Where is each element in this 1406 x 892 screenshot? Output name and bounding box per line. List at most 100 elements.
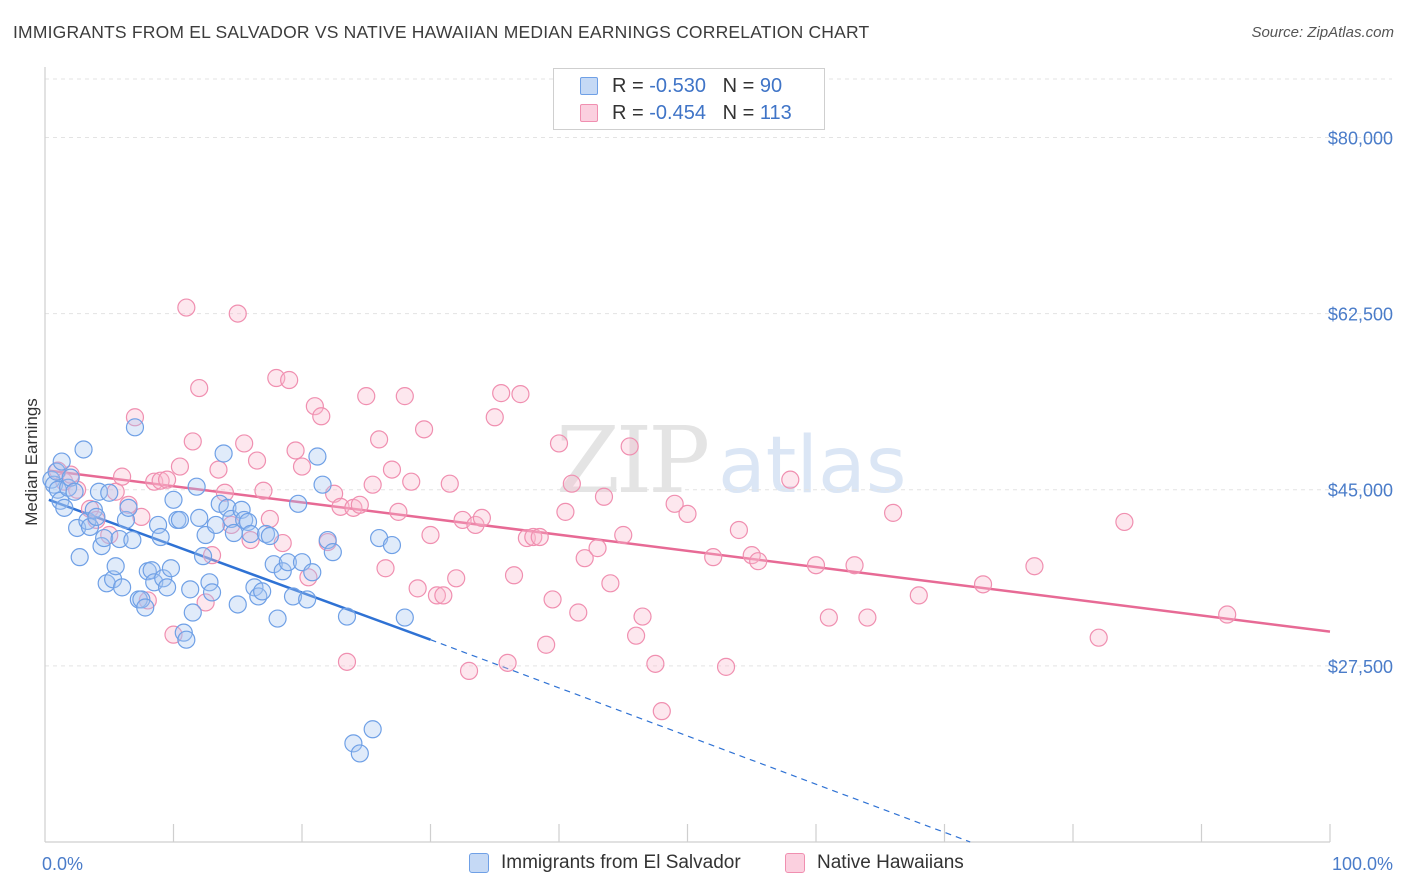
- series-label-native-hawaiians: Native Hawaiians: [817, 852, 964, 873]
- point-el-salvador: [183, 603, 202, 622]
- point-native-hawaiian: [749, 552, 768, 571]
- point-el-salvador: [174, 623, 193, 642]
- point-native-hawaiian: [357, 387, 376, 406]
- point-native-hawaiian: [209, 460, 228, 479]
- point-el-salvador: [218, 498, 237, 517]
- point-el-salvador: [61, 468, 80, 487]
- point-native-hawaiian: [370, 430, 389, 449]
- point-native-hawaiian: [183, 432, 202, 451]
- point-el-salvador: [84, 500, 103, 519]
- point-native-hawaiian: [466, 515, 485, 535]
- y-tick-label: $27,500: [1328, 657, 1393, 677]
- point-native-hawaiian: [845, 556, 864, 575]
- point-el-salvador: [278, 553, 297, 572]
- point-native-hawaiian: [549, 434, 569, 453]
- point-native-hawaiian: [530, 527, 549, 547]
- y-tick-label: $80,000: [1328, 128, 1393, 148]
- point-el-salvador: [65, 482, 84, 501]
- point-el-salvador: [308, 447, 327, 466]
- point-el-salvador: [80, 517, 100, 537]
- point-el-salvador: [228, 595, 247, 614]
- trend-line-el-salvador: [48, 498, 431, 641]
- point-native-hawaiian: [498, 653, 517, 672]
- watermark: ZIP atlas: [556, 407, 907, 514]
- legend-n-label: N =: [722, 102, 760, 124]
- point-el-salvador: [241, 524, 260, 544]
- trend-extension-el-salvador: [430, 639, 971, 843]
- y-tick-label: $62,500: [1328, 305, 1393, 325]
- point-native-hawaiian: [556, 502, 575, 521]
- point-native-hawaiian: [511, 385, 530, 404]
- legend-r-value: -0.454: [649, 102, 706, 124]
- point-el-salvador: [206, 515, 226, 535]
- point-native-hawaiian: [562, 474, 581, 493]
- point-el-salvador: [289, 494, 308, 513]
- point-native-hawaiian: [305, 397, 324, 416]
- point-native-hawaiian: [157, 470, 177, 489]
- point-native-hawaiian: [247, 451, 267, 470]
- legend-swatch-el-salvador: [580, 77, 598, 95]
- watermark-zip: ZIP: [556, 407, 707, 514]
- point-el-salvador: [181, 580, 200, 599]
- point-native-hawaiian: [588, 539, 607, 558]
- point-native-hawaiian: [1218, 605, 1237, 624]
- point-native-hawaiian: [652, 702, 671, 721]
- point-el-salvador: [253, 582, 272, 601]
- point-el-salvador: [112, 578, 132, 597]
- point-el-salvador: [119, 498, 138, 517]
- point-el-salvador: [164, 490, 183, 509]
- point-native-hawaiian: [254, 481, 273, 500]
- point-el-salvador: [337, 607, 357, 626]
- point-el-salvador: [344, 734, 363, 753]
- point-native-hawaiian: [1089, 628, 1108, 647]
- chart-source: Source: ZipAtlas.com: [1251, 24, 1394, 41]
- point-el-salvador: [157, 578, 177, 597]
- point-native-hawaiian: [1115, 512, 1134, 532]
- point-native-hawaiian: [414, 420, 434, 439]
- point-native-hawaiian: [633, 607, 652, 626]
- point-native-hawaiian: [228, 304, 247, 323]
- trend-lines: [48, 469, 1331, 843]
- point-native-hawaiian: [543, 590, 562, 609]
- point-el-salvador: [190, 508, 209, 528]
- point-native-hawaiian: [678, 504, 697, 523]
- point-el-salvador: [123, 530, 142, 550]
- series-swatch-native-hawaiians: [785, 853, 805, 873]
- point-el-salvador: [313, 475, 332, 494]
- series-label-el-salvador: Immigrants from El Salvador: [501, 852, 741, 873]
- point-native-hawaiian: [646, 654, 665, 673]
- point-el-salvador: [161, 559, 181, 578]
- y-axis-label: Median Earnings: [22, 398, 41, 526]
- point-native-hawaiian: [858, 608, 877, 627]
- legend-n-value: 90: [759, 75, 783, 97]
- point-native-hawaiian: [389, 502, 408, 521]
- point-native-hawaiian: [395, 387, 414, 406]
- x-tick-label: 100.0%: [1332, 854, 1393, 874]
- point-el-salvador: [70, 548, 89, 567]
- point-native-hawaiian: [125, 408, 145, 427]
- data-points: [42, 298, 1237, 763]
- point-el-salvador: [318, 530, 337, 550]
- point-el-salvador: [68, 518, 87, 538]
- point-el-salvador: [214, 444, 233, 463]
- point-native-hawaiian: [427, 586, 447, 605]
- legend-n-label: N =: [722, 75, 760, 97]
- point-el-salvador: [151, 527, 170, 547]
- point-native-hawaiian: [292, 457, 312, 476]
- point-native-hawaiian: [716, 657, 736, 676]
- legend-r-label: R =: [612, 75, 650, 97]
- point-native-hawaiian: [112, 467, 132, 486]
- point-el-salvador: [100, 483, 119, 502]
- point-native-hawaiian: [235, 434, 254, 453]
- point-native-hawaiian: [883, 503, 903, 522]
- point-native-hawaiian: [196, 593, 215, 612]
- trend-line-native-hawaiians: [48, 469, 1331, 633]
- point-native-hawaiian: [626, 626, 646, 645]
- point-native-hawaiian: [421, 525, 440, 545]
- watermark-atlas: atlas: [718, 421, 907, 511]
- point-el-salvador: [298, 590, 317, 609]
- point-native-hawaiian: [382, 460, 402, 479]
- point-native-hawaiian: [806, 556, 826, 575]
- point-el-salvador: [106, 557, 125, 576]
- point-el-salvador: [74, 440, 93, 459]
